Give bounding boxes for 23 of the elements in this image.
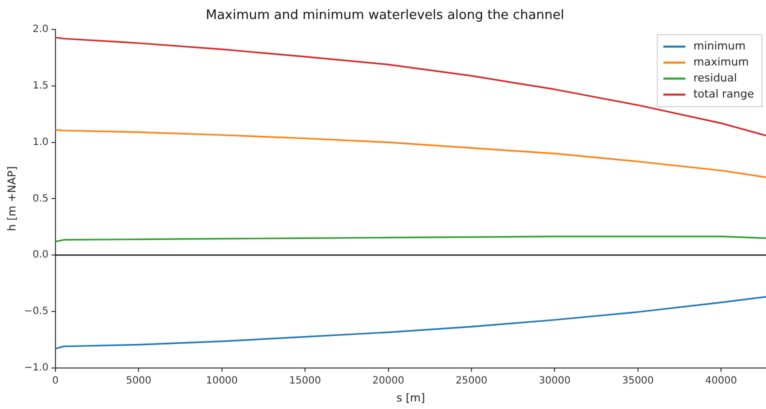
y-axis-title: h [m +NAP] (5, 166, 18, 232)
y-tick-label: 1.5 (32, 80, 48, 92)
y-tick-label: 2.0 (32, 24, 48, 36)
x-tick-label: 25000 (456, 375, 488, 386)
x-axis-title: s [m] (396, 391, 426, 404)
y-tick-label: 1.0 (32, 136, 48, 148)
x-tick-label: 5000 (126, 375, 152, 386)
chart-title: Maximum and minimum waterlevels along the channel (206, 8, 564, 24)
x-tick-label: 0 (52, 375, 59, 386)
x-tick-label: 40000 (705, 375, 737, 386)
x-tick-label: 30000 (538, 375, 571, 386)
y-tick-label: 0.5 (32, 193, 48, 204)
x-tick-label: 35000 (622, 375, 654, 386)
y-tick-label: 0.0 (32, 250, 48, 261)
x-tick-label: 20000 (372, 375, 404, 386)
y-tick-label: −0.5 (24, 306, 48, 318)
legend-label: minimum (693, 39, 746, 52)
legend-label: maximum (693, 55, 749, 68)
legend-label: total range (693, 87, 754, 100)
legend-label: residual (693, 71, 737, 84)
x-tick-label: 15000 (289, 375, 321, 386)
y-tick-label: −1.0 (24, 362, 48, 374)
x-tick-label: 10000 (206, 375, 238, 386)
